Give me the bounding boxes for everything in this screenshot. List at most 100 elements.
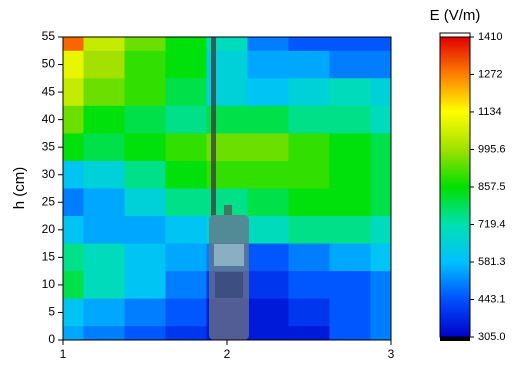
- contour-cell: [288, 326, 330, 340]
- contour-cell: [165, 271, 207, 300]
- contour-cell: [247, 160, 289, 189]
- x-tick-label: 2: [224, 347, 231, 361]
- contour-cell: [124, 216, 166, 245]
- contour-cell: [63, 133, 84, 162]
- colorbar-tick-label: 857.5: [478, 181, 506, 193]
- contour-cell: [370, 78, 391, 107]
- contour-cell: [83, 160, 125, 189]
- contour-cell: [329, 188, 371, 217]
- contour-cell: [165, 160, 207, 189]
- contour-cell: [165, 298, 207, 327]
- contour-cell: [247, 105, 289, 134]
- y-tick-label: 50: [42, 57, 56, 71]
- colorbar-tick-label: 1410: [478, 31, 502, 43]
- contour-cell: [206, 37, 248, 52]
- contour-cell: [165, 105, 207, 134]
- contour-cell: [247, 37, 289, 52]
- contour-cell: [329, 271, 371, 300]
- contour-cell: [247, 298, 289, 327]
- contour-cell: [83, 326, 125, 340]
- y-tick-label: 35: [42, 139, 56, 153]
- contour-cell: [370, 105, 391, 134]
- contour-cell: [370, 326, 391, 340]
- y-tick-label: 10: [42, 277, 56, 291]
- contour-cell: [63, 326, 84, 340]
- y-tick-label: 20: [42, 222, 56, 236]
- contour-cell: [329, 326, 371, 340]
- radio-device: [209, 37, 249, 340]
- contour-cell: [247, 216, 289, 245]
- contour-cell: [288, 78, 330, 107]
- contour-cell: [370, 37, 391, 52]
- contour-cell: [329, 243, 371, 272]
- contour-cell: [124, 188, 166, 217]
- contour-cell: [83, 216, 125, 245]
- contour-cell: [370, 160, 391, 189]
- contour-cell: [329, 216, 371, 245]
- contour-cell: [370, 298, 391, 327]
- contour-cell: [83, 37, 125, 52]
- x-tick-label: 1: [60, 347, 67, 361]
- contour-cell: [329, 133, 371, 162]
- contour-cell: [63, 160, 84, 189]
- contour-cell: [370, 243, 391, 272]
- y-axis-label: h (cm): [11, 167, 28, 210]
- contour-cell: [288, 50, 330, 79]
- contour-cell: [124, 105, 166, 134]
- contour-cell: [370, 271, 391, 300]
- contour-cell: [83, 133, 125, 162]
- y-tick-label: 25: [42, 194, 56, 208]
- contour-cell: [124, 271, 166, 300]
- contour-cell: [165, 243, 207, 272]
- colorbar-tick-label: 305.0: [478, 331, 506, 343]
- contour-cell: [329, 298, 371, 327]
- contour-cell: [247, 133, 289, 162]
- contour-cell: [124, 50, 166, 79]
- contour-cell: [63, 37, 84, 52]
- contour-cell: [165, 326, 207, 340]
- contour-cell: [288, 133, 330, 162]
- contour-cell: [83, 271, 125, 300]
- colorbar-tick-label: 581.3: [478, 256, 506, 268]
- contour-cell: [247, 271, 289, 300]
- contour-cell: [83, 78, 125, 107]
- contour-cell: [165, 133, 207, 162]
- contour-cell: [63, 271, 84, 300]
- y-tick-label: 15: [42, 250, 56, 264]
- contour-cell: [247, 188, 289, 217]
- contour-cell: [124, 160, 166, 189]
- contour-cell: [83, 105, 125, 134]
- contour-cell: [124, 37, 166, 52]
- colorbar: [439, 36, 471, 338]
- colorbar-tick-label: 719.4: [478, 218, 506, 230]
- contour-cell: [247, 243, 289, 272]
- contour-cell: [329, 105, 371, 134]
- contour-cell: [370, 50, 391, 79]
- contour-cell: [247, 78, 289, 107]
- contour-cell: [63, 298, 84, 327]
- contour-cell: [247, 326, 289, 340]
- contour-cell: [124, 78, 166, 107]
- y-tick-label: 5: [48, 305, 55, 319]
- contour-cell: [63, 105, 84, 134]
- contour-cell: [165, 216, 207, 245]
- contour-cell: [288, 243, 330, 272]
- contour-cell: [288, 216, 330, 245]
- y-tick-label: 0: [48, 332, 55, 346]
- contour-cell: [83, 188, 125, 217]
- contour-cell: [247, 50, 289, 79]
- contour-cell: [329, 160, 371, 189]
- contour-cell: [124, 326, 166, 340]
- colorbar-tick-label: 443.1: [478, 293, 506, 305]
- colorbar-title: E (V/m): [430, 7, 481, 24]
- contour-cell: [288, 271, 330, 300]
- colorbar-tick-label: 1134: [478, 106, 502, 118]
- y-tick-label: 55: [42, 29, 56, 43]
- colorbar-tick-label: 995.6: [478, 143, 506, 155]
- y-tick-label: 30: [42, 167, 56, 181]
- contour-cell: [63, 188, 84, 217]
- contour-cell: [288, 160, 330, 189]
- colorbar-top: [439, 32, 471, 38]
- contour-cell: [83, 243, 125, 272]
